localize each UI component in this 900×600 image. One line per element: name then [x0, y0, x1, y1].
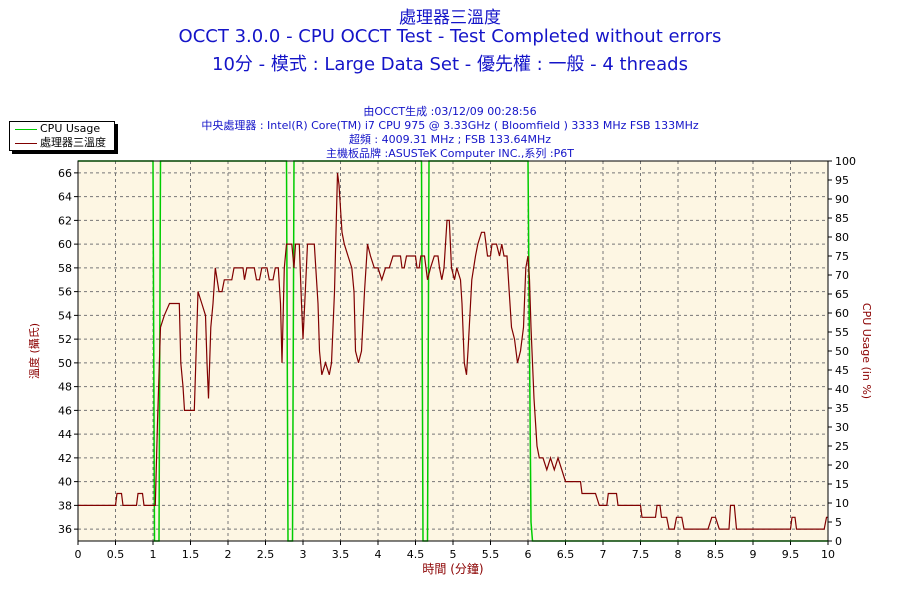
y-tick-label: 42 [58, 452, 72, 465]
x-tick-label: 10 [821, 548, 835, 561]
y2-tick-label: 100 [835, 155, 856, 168]
y2-tick-label: 45 [835, 364, 849, 377]
y-tick-label: 38 [58, 499, 72, 512]
y2-tick-label: 50 [835, 345, 849, 358]
x-tick-label: 3.5 [332, 548, 350, 561]
x-tick-label: 0.5 [107, 548, 125, 561]
y-tick-label: 48 [58, 381, 72, 394]
grid-lines [78, 161, 828, 541]
y2-tick-label: 20 [835, 459, 849, 472]
legend-item-temperature: 處理器三溫度 [10, 136, 114, 150]
y-tick-label: 56 [58, 286, 72, 299]
y-axis-ticks: 36 38 40 42 44 46 48 50 52 54 56 58 60 62 64 66 [58, 167, 78, 536]
y2-tick-label: 95 [835, 174, 849, 187]
y-tick-label: 64 [58, 191, 72, 204]
x-tick-label: 7 [600, 548, 607, 561]
x-axis-label: 時間 (分鐘) [422, 561, 483, 576]
y2-tick-label: 90 [835, 193, 849, 206]
y2-axis-label: CPU Usage (in %) [860, 303, 873, 399]
legend-label-temperature: 處理器三溫度 [40, 136, 106, 149]
y2-tick-label: 25 [835, 440, 849, 453]
y2-tick-label: 60 [835, 307, 849, 320]
x-tick-label: 9 [750, 548, 757, 561]
chart-title: OCCT 3.0.0 - CPU OCCT Test - Test Comple… [178, 26, 722, 47]
x-tick-label: 4 [375, 548, 382, 561]
chart-subtitle: 10分 - 模式 : Large Data Set - 優先權 : 一般 - 4… [212, 54, 688, 75]
y-tick-label: 62 [58, 214, 72, 227]
x-tick-label: 2 [225, 548, 232, 561]
series-line-temperature [78, 172, 828, 530]
legend-item-cpu-usage: CPU Usage [10, 122, 114, 136]
x-tick-label: 5.5 [482, 548, 500, 561]
x-tick-label: 1.5 [182, 548, 200, 561]
info-line-generated: 由OCCT生成 :03/12/09 00:28:56 [363, 105, 537, 118]
info-line-overclock: 超頻 : 4009.31 MHz ; FSB 133.64MHz [348, 133, 552, 146]
info-line-cpu: 中央處理器 : Intel(R) Core(TM) i7 CPU 975 @ 3… [201, 119, 699, 132]
legend-swatch-temperature [15, 143, 37, 144]
y-tick-label: 66 [58, 167, 72, 180]
x-tick-label: 8 [675, 548, 682, 561]
y2-tick-label: 15 [835, 478, 849, 491]
x-tick-label: 9.5 [782, 548, 800, 561]
legend-swatch-cpu-usage [15, 129, 37, 130]
x-tick-label: 1 [150, 548, 157, 561]
x-tick-label: 4.5 [407, 548, 425, 561]
y-tick-label: 44 [58, 428, 72, 441]
y2-tick-label: 5 [835, 516, 842, 529]
plot-frame [77, 160, 829, 542]
y2-tick-label: 80 [835, 231, 849, 244]
y2-tick-label: 0 [835, 535, 842, 548]
y-tick-label: 58 [58, 262, 72, 275]
y2-tick-label: 40 [835, 383, 849, 396]
y2-tick-label: 75 [835, 250, 849, 263]
x-tick-label: 8.5 [707, 548, 725, 561]
y2-tick-label: 70 [835, 269, 849, 282]
x-tick-label: 2.5 [257, 548, 275, 561]
y2-axis-ticks: 0 5 10 15 20 25 30 35 40 45 50 55 60 65 70 75 80 85 90 95 10… [828, 155, 856, 548]
y-tick-label: 46 [58, 404, 72, 417]
y-axis-label: 溫度 (攝氏) [27, 323, 41, 379]
y-tick-label: 50 [58, 357, 72, 370]
x-tick-label: 7.5 [632, 548, 650, 561]
y2-tick-label: 30 [835, 421, 849, 434]
chart-title-cn: 處理器三溫度 [399, 8, 501, 28]
y-tick-label: 36 [58, 523, 72, 536]
y2-tick-label: 35 [835, 402, 849, 415]
x-tick-label: 0 [75, 548, 82, 561]
x-tick-label: 3 [300, 548, 307, 561]
x-axis-ticks: 0 0.5 1 1.5 2 2.5 3 3.5 4 4.5 5 5.5 6 6.5 7 7.5 8 8.5 9 9.5… [75, 541, 835, 561]
y-tick-label: 60 [58, 238, 72, 251]
y-tick-label: 40 [58, 476, 72, 489]
y2-tick-label: 65 [835, 288, 849, 301]
y2-tick-label: 55 [835, 326, 849, 339]
legend: CPU Usage 處理器三溫度 [9, 121, 115, 151]
y2-tick-label: 10 [835, 497, 849, 510]
y2-tick-label: 85 [835, 212, 849, 225]
y-tick-label: 54 [58, 309, 72, 322]
plot-background [78, 161, 828, 541]
x-tick-label: 5 [450, 548, 457, 561]
info-line-motherboard: 主機板品牌 :ASUSTeK Computer INC.,系列 :P6T [326, 147, 574, 160]
y-tick-label: 52 [58, 333, 72, 346]
x-tick-label: 6.5 [557, 548, 575, 561]
legend-label-cpu-usage: CPU Usage [40, 122, 101, 135]
x-tick-label: 6 [525, 548, 532, 561]
